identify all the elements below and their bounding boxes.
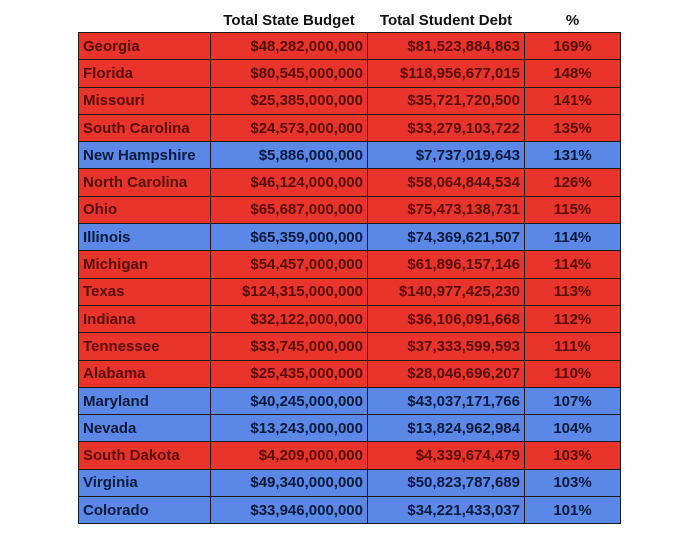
table-row: South Carolina $24,573,000,000 $33,279,103… bbox=[78, 113, 621, 143]
state-cell: Florida bbox=[78, 59, 211, 88]
debt-cell: $7,737,019,643 bbox=[367, 141, 525, 170]
state-cell: South Carolina bbox=[78, 113, 211, 143]
header-row: Total State Budget Total Student Debt % bbox=[78, 8, 621, 33]
budget-cell: $65,687,000,000 bbox=[210, 195, 368, 225]
state-cell: New Hampshire bbox=[78, 141, 211, 170]
percent-cell: 112% bbox=[524, 304, 621, 334]
debt-cell: $81,523,884,863 bbox=[367, 31, 525, 61]
table-row: Indiana $32,122,000,000 $36,106,091,668 112… bbox=[78, 304, 621, 334]
budget-debt-table: Total State Budget Total Student Debt % … bbox=[78, 8, 621, 525]
budget-cell: $49,340,000,000 bbox=[210, 468, 368, 498]
percent-cell: 111% bbox=[524, 332, 621, 361]
table-row: North Carolina $46,124,000,000 $58,064,844… bbox=[78, 168, 621, 197]
budget-cell: $40,245,000,000 bbox=[210, 386, 368, 416]
percent-cell: 131% bbox=[524, 141, 621, 170]
state-cell: Missouri bbox=[78, 86, 211, 115]
table-row: Colorado $33,946,000,000 $34,221,433,037 10… bbox=[78, 496, 621, 525]
state-cell: Nevada bbox=[78, 414, 211, 443]
state-cell: Georgia bbox=[78, 31, 211, 61]
budget-cell: $33,745,000,000 bbox=[210, 332, 368, 361]
table-row: Illinois $65,359,000,000 $74,369,621,507 11… bbox=[78, 223, 621, 252]
state-cell: Colorado bbox=[78, 496, 211, 525]
state-cell: Michigan bbox=[78, 250, 211, 279]
debt-cell: $75,473,138,731 bbox=[367, 195, 525, 225]
table-body: Georgia $48,282,000,000 $81,523,884,863 169… bbox=[78, 31, 621, 525]
table-row: Alabama $25,435,000,000 $28,046,696,207 110… bbox=[78, 359, 621, 388]
budget-cell: $25,435,000,000 bbox=[210, 359, 368, 388]
state-cell: Tennessee bbox=[78, 332, 211, 361]
table-row: Maryland $40,245,000,000 $43,037,171,766 10… bbox=[78, 386, 621, 416]
percent-cell: 113% bbox=[524, 277, 621, 306]
percent-cell: 107% bbox=[524, 386, 621, 416]
budget-cell: $80,545,000,000 bbox=[210, 59, 368, 88]
budget-cell: $32,122,000,000 bbox=[210, 304, 368, 334]
debt-cell: $58,064,844,534 bbox=[367, 168, 525, 197]
budget-cell: $54,457,000,000 bbox=[210, 250, 368, 279]
table-row: Nevada $13,243,000,000 $13,824,962,984 104% bbox=[78, 414, 621, 443]
state-cell: Texas bbox=[78, 277, 211, 306]
percent-cell: 126% bbox=[524, 168, 621, 197]
debt-cell: $61,896,157,146 bbox=[367, 250, 525, 279]
table-row: Florida $80,545,000,000 $118,956,677,015 14… bbox=[78, 59, 621, 88]
percent-cell: 148% bbox=[524, 59, 621, 88]
percent-cell: 104% bbox=[524, 414, 621, 443]
table-row: South Dakota $4,209,000,000 $4,339,674,479… bbox=[78, 441, 621, 470]
debt-cell: $4,339,674,479 bbox=[367, 441, 525, 470]
debt-cell: $36,106,091,668 bbox=[367, 304, 525, 334]
table-row: Texas $124,315,000,000 $140,977,425,230 113… bbox=[78, 277, 621, 306]
debt-cell: $28,046,696,207 bbox=[367, 359, 525, 388]
state-cell: Indiana bbox=[78, 304, 211, 334]
budget-cell: $46,124,000,000 bbox=[210, 168, 368, 197]
table-header: Total State Budget Total Student Debt % bbox=[78, 8, 621, 33]
debt-cell: $50,823,787,689 bbox=[367, 468, 525, 498]
column-header-state bbox=[78, 8, 211, 33]
debt-cell: $33,279,103,722 bbox=[367, 113, 525, 143]
state-cell: Illinois bbox=[78, 223, 211, 252]
budget-cell: $48,282,000,000 bbox=[210, 31, 368, 61]
budget-cell: $4,209,000,000 bbox=[210, 441, 368, 470]
percent-cell: 103% bbox=[524, 468, 621, 498]
percent-cell: 141% bbox=[524, 86, 621, 115]
table-row: Ohio $65,687,000,000 $75,473,138,731 115% bbox=[78, 195, 621, 225]
table-row: New Hampshire $5,886,000,000 $7,737,019,64… bbox=[78, 141, 621, 170]
state-cell: Ohio bbox=[78, 195, 211, 225]
budget-debt-table-container: Total State Budget Total Student Debt % … bbox=[78, 8, 621, 525]
table-row: Virginia $49,340,000,000 $50,823,787,689 10… bbox=[78, 468, 621, 498]
budget-cell: $33,946,000,000 bbox=[210, 496, 368, 525]
debt-cell: $74,369,621,507 bbox=[367, 223, 525, 252]
table-row: Michigan $54,457,000,000 $61,896,157,146 11… bbox=[78, 250, 621, 279]
percent-cell: 101% bbox=[524, 496, 621, 525]
budget-cell: $13,243,000,000 bbox=[210, 414, 368, 443]
state-cell: Maryland bbox=[78, 386, 211, 416]
state-cell: North Carolina bbox=[78, 168, 211, 197]
column-header-budget: Total State Budget bbox=[210, 8, 368, 33]
debt-cell: $140,977,425,230 bbox=[367, 277, 525, 306]
debt-cell: $37,333,599,593 bbox=[367, 332, 525, 361]
debt-cell: $43,037,171,766 bbox=[367, 386, 525, 416]
percent-cell: 110% bbox=[524, 359, 621, 388]
state-cell: South Dakota bbox=[78, 441, 211, 470]
budget-cell: $25,385,000,000 bbox=[210, 86, 368, 115]
budget-cell: $24,573,000,000 bbox=[210, 113, 368, 143]
percent-cell: 103% bbox=[524, 441, 621, 470]
state-cell: Virginia bbox=[78, 468, 211, 498]
percent-cell: 115% bbox=[524, 195, 621, 225]
percent-cell: 135% bbox=[524, 113, 621, 143]
column-header-percent: % bbox=[524, 8, 621, 33]
percent-cell: 114% bbox=[524, 223, 621, 252]
percent-cell: 169% bbox=[524, 31, 621, 61]
table-row: Georgia $48,282,000,000 $81,523,884,863 169… bbox=[78, 31, 621, 61]
debt-cell: $13,824,962,984 bbox=[367, 414, 525, 443]
budget-cell: $124,315,000,000 bbox=[210, 277, 368, 306]
debt-cell: $118,956,677,015 bbox=[367, 59, 525, 88]
budget-cell: $5,886,000,000 bbox=[210, 141, 368, 170]
table-row: Missouri $25,385,000,000 $35,721,720,500 14… bbox=[78, 86, 621, 115]
table-row: Tennessee $33,745,000,000 $37,333,599,593 1… bbox=[78, 332, 621, 361]
column-header-debt: Total Student Debt bbox=[367, 8, 525, 33]
debt-cell: $34,221,433,037 bbox=[367, 496, 525, 525]
percent-cell: 114% bbox=[524, 250, 621, 279]
state-cell: Alabama bbox=[78, 359, 211, 388]
debt-cell: $35,721,720,500 bbox=[367, 86, 525, 115]
budget-cell: $65,359,000,000 bbox=[210, 223, 368, 252]
